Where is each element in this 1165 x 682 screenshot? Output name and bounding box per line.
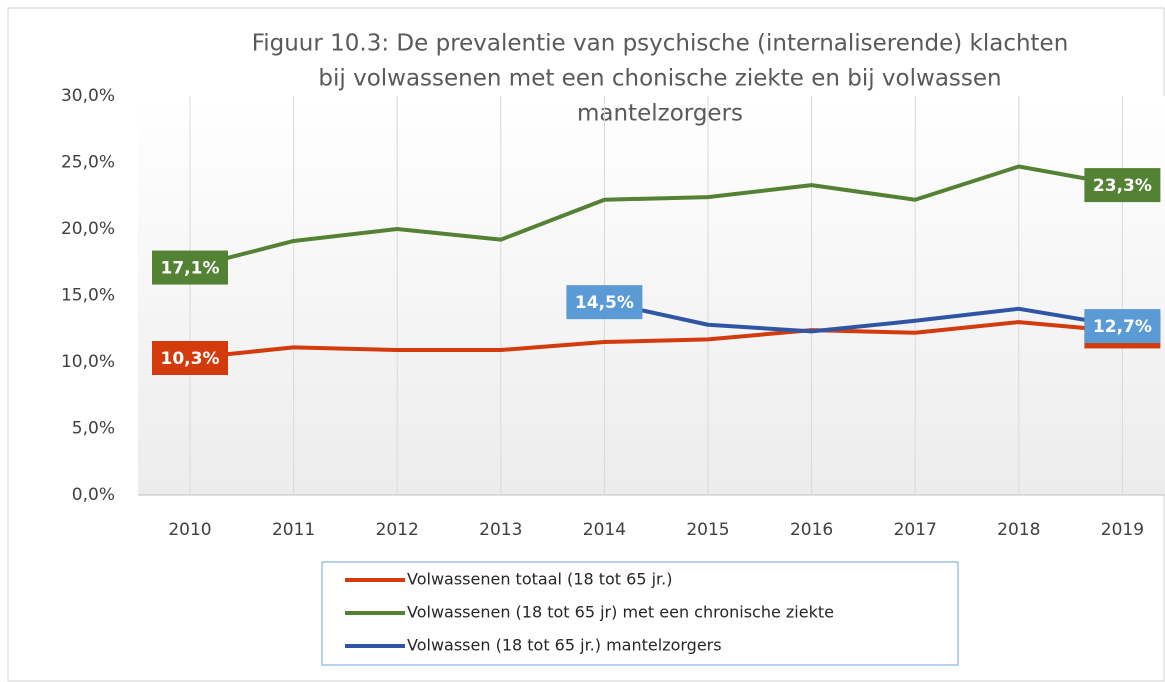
chart-title: Figuur 10.3: De prevalentie van psychisc… (252, 31, 1069, 57)
series-line (603, 300, 1123, 334)
legend-box (321, 561, 959, 666)
x-tick-label: 2015 (686, 520, 729, 540)
data-label: 23,3% (1093, 176, 1152, 196)
data-label-box (1084, 309, 1161, 344)
x-tick-label: 2016 (790, 520, 833, 540)
y-tick-label: 25,0% (61, 153, 115, 173)
x-tick-label: 2014 (583, 520, 626, 540)
data-label: 17,1% (161, 259, 220, 279)
y-tick-label: 5,0% (72, 419, 115, 439)
x-tick-label: 2018 (997, 520, 1040, 540)
plot-area (138, 96, 1165, 495)
y-tick-label: 10,0% (61, 352, 115, 372)
legend-label: Volwassenen totaal (18 tot 65 jr.) (407, 570, 672, 589)
legend-label: Volwassenen (18 tot 65 jr) met een chron… (407, 603, 834, 622)
x-tick-label: 2012 (376, 520, 419, 540)
x-tick-label: 2019 (1101, 520, 1144, 540)
data-label: 14,5% (575, 293, 634, 313)
series-line (189, 320, 1123, 360)
chart-title: bij volwassenen met een chonische ziekte… (318, 66, 1001, 92)
chart-title: mantelzorgers (577, 101, 743, 127)
x-tick-label: 2010 (168, 520, 211, 540)
data-label: 12,7% (1093, 317, 1152, 337)
x-tick-label: 2013 (479, 520, 522, 540)
y-tick-label: 15,0% (61, 286, 115, 306)
data-label-box (152, 250, 228, 285)
x-tick-label: 2017 (894, 520, 937, 540)
series-line (189, 164, 1123, 270)
y-tick-label: 30,0% (61, 86, 115, 106)
data-label-box (566, 285, 643, 320)
data-label: 10,3% (161, 349, 220, 369)
y-tick-label: 20,0% (61, 219, 115, 239)
x-tick-label: 2011 (272, 520, 315, 540)
y-tick-label: 0,0% (72, 485, 115, 505)
legend-label: Volwassen (18 tot 65 jr.) mantelzorgers (407, 636, 722, 655)
data-label-box (152, 341, 228, 376)
data-label-box (1084, 168, 1161, 203)
